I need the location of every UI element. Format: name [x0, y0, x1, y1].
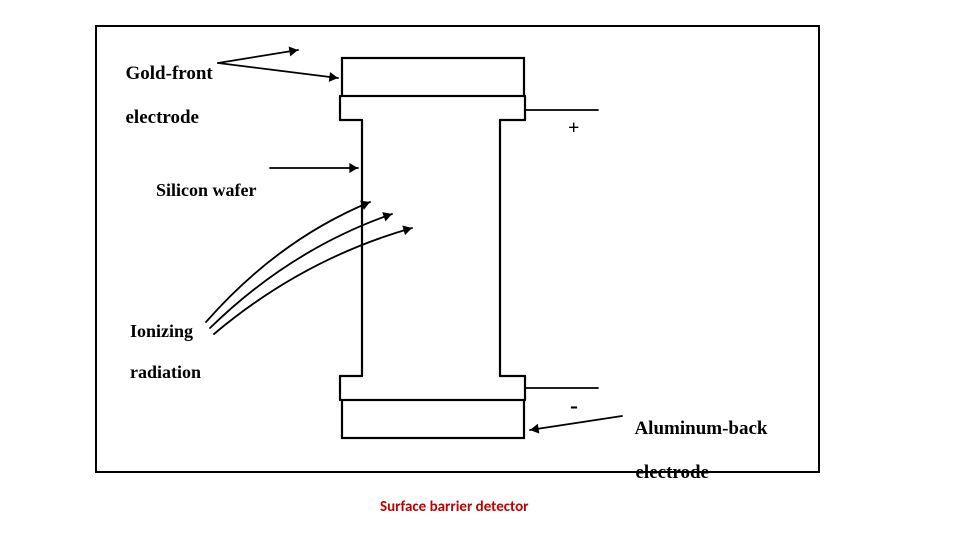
- label-ionizing-radiation: Ionizing radiation: [121, 300, 201, 383]
- label-text: Ionizing: [130, 321, 193, 341]
- label-text: radiation: [130, 362, 201, 382]
- label-gold-front-electrode: Gold-front electrode: [116, 41, 213, 128]
- label-text: Aluminum-back: [634, 418, 767, 439]
- label-minus: -: [558, 365, 578, 420]
- caption-text: Surface barrier detector: [380, 498, 528, 516]
- label-text: electrode: [126, 107, 200, 128]
- figure-caption: Surface barrier detector: [380, 498, 528, 516]
- label-text: electrode: [636, 462, 710, 483]
- label-aluminum-back-electrode: Aluminum-back electrode: [626, 396, 767, 483]
- label-text: -: [570, 393, 578, 419]
- label-text: +: [568, 117, 579, 139]
- label-plus: +: [558, 94, 579, 140]
- label-text: Silicon wafer: [156, 180, 257, 200]
- label-text: Gold-front: [126, 63, 213, 84]
- label-silicon-wafer: Silicon wafer: [147, 159, 257, 200]
